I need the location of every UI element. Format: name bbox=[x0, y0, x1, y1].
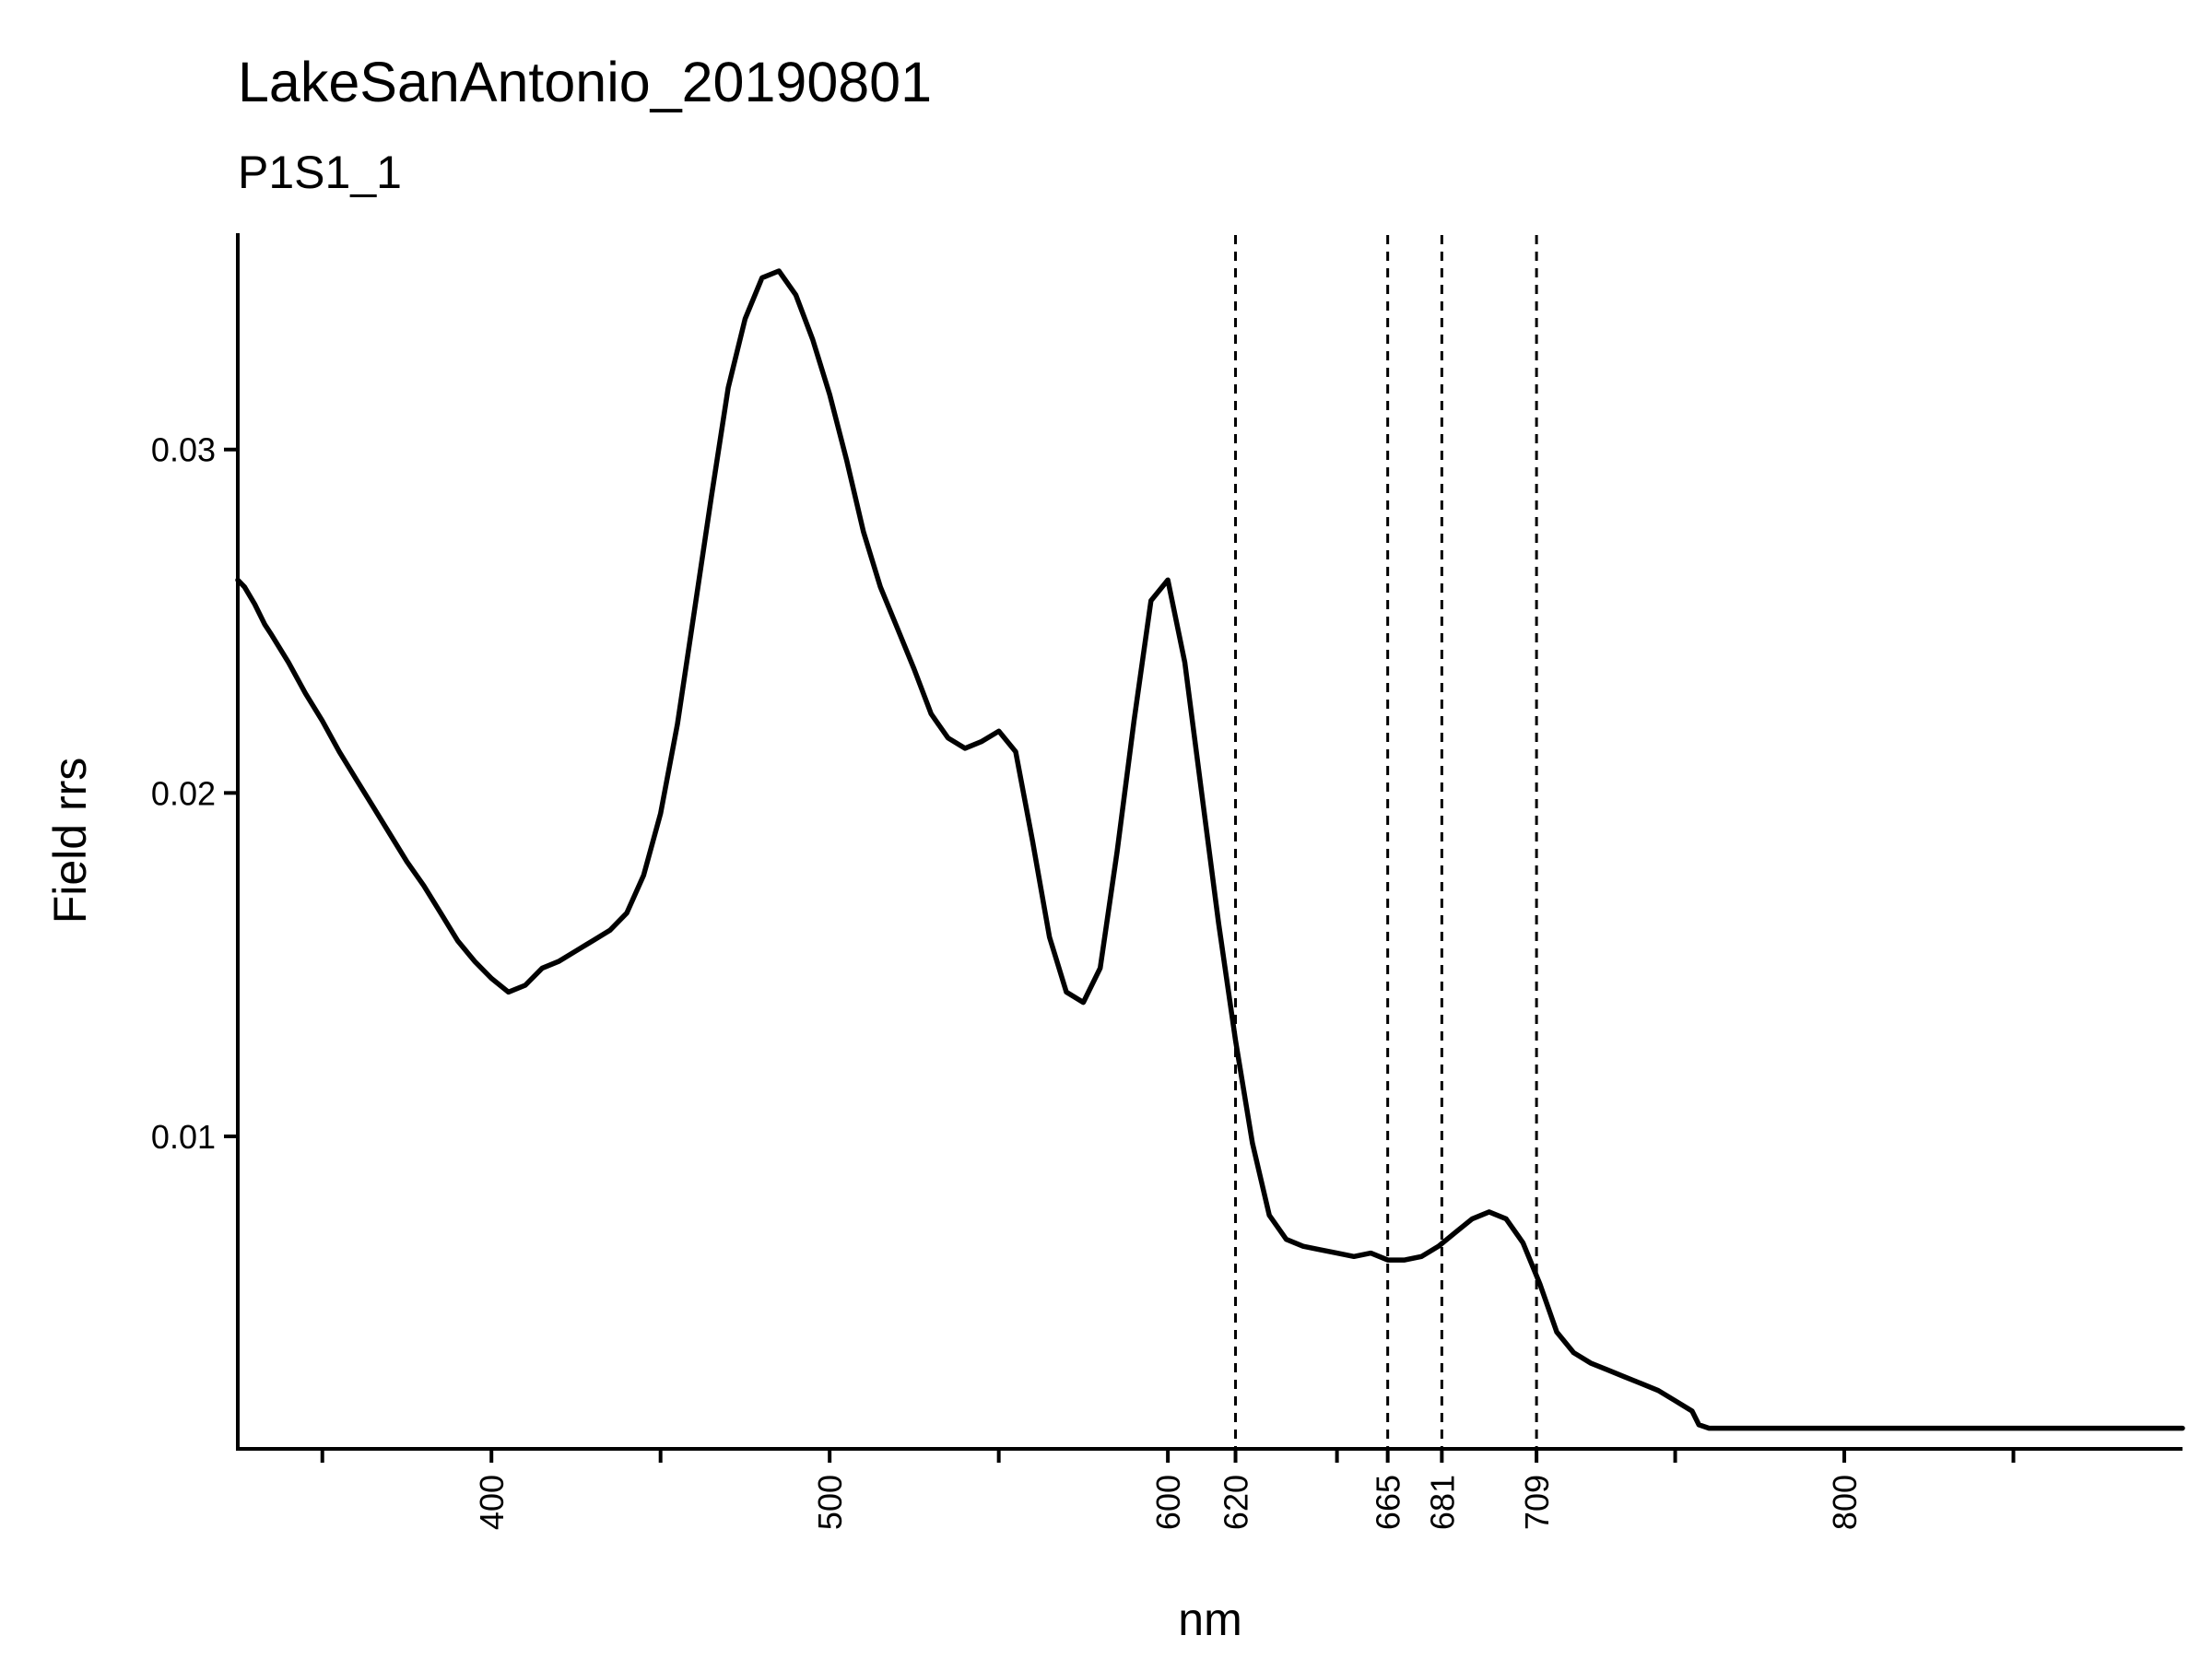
y-tick-label-0.02: 0.02 bbox=[151, 774, 216, 812]
x-tick-label-600: 600 bbox=[1149, 1475, 1187, 1530]
chart-subtitle: P1S1_1 bbox=[238, 147, 402, 198]
x-axis-title: nm bbox=[1178, 1594, 1241, 1645]
x-tick-label-500: 500 bbox=[811, 1475, 849, 1530]
axes bbox=[236, 233, 2183, 1451]
chart-title: LakeSanAntonio_20190801 bbox=[238, 51, 932, 113]
series-layer bbox=[235, 268, 2185, 1431]
x-tick-label-620: 620 bbox=[1218, 1475, 1255, 1530]
x-tick-label-800: 800 bbox=[1826, 1475, 1864, 1530]
y-tick-label-0.01: 0.01 bbox=[151, 1118, 216, 1156]
ticks: 400 500 600 620 665 681 709 800 0.01 0.02 0.03 bbox=[151, 431, 2016, 1530]
x-tick-label-665: 665 bbox=[1370, 1475, 1407, 1530]
y-axis-title: Field rrs bbox=[44, 758, 96, 924]
x-tick-label-709: 709 bbox=[1518, 1475, 1556, 1530]
x-tick-label-681: 681 bbox=[1423, 1475, 1461, 1530]
x-tick-label-400: 400 bbox=[473, 1475, 511, 1530]
y-tick-label-0.03: 0.03 bbox=[151, 431, 216, 469]
series-line-1 bbox=[235, 268, 2185, 1431]
reference-lines bbox=[1234, 235, 1538, 1449]
